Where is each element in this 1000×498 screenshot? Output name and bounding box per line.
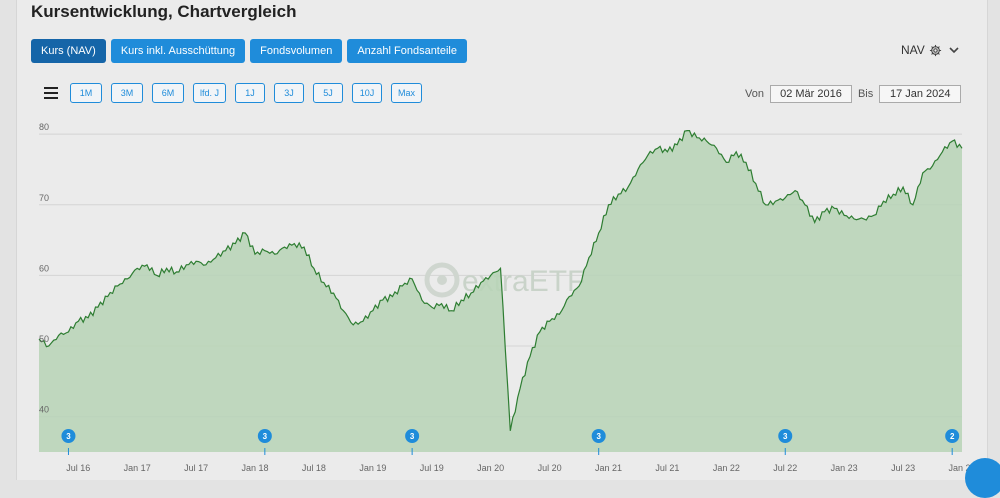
range-3m[interactable]: 3M (111, 83, 143, 103)
x-tick-label: Jul 22 (773, 463, 797, 473)
x-tick-label: Jan 18 (242, 463, 269, 473)
x-tick-label: Jul 17 (184, 463, 208, 473)
x-tick-label: Jul 20 (538, 463, 562, 473)
y-tick-label: 70 (39, 193, 49, 203)
x-tick-label: Jan 17 (124, 463, 151, 473)
y-tick-label: 50 (39, 334, 49, 344)
event-flag-label: 3 (410, 432, 415, 441)
page-title: Kursentwicklung, Chartvergleich (31, 2, 297, 21)
y-tick-label: 40 (39, 405, 49, 415)
series-select[interactable]: NAV (901, 43, 962, 57)
x-tick-label: Jul 23 (891, 463, 915, 473)
from-label: Von (745, 88, 764, 100)
event-flag-label: 2 (950, 432, 955, 441)
x-tick-label: Jul 21 (655, 463, 679, 473)
x-tick-label: Jan 24 (948, 463, 975, 473)
nav-area (39, 130, 962, 452)
chart-tabs: Kurs (NAV) Kurs inkl. Ausschüttung Fonds… (31, 39, 467, 63)
event-flags: 3 3 3 3 3 2 (61, 429, 960, 455)
x-axis: Jul 16 Jan 17 Jul 17 Jan 18 Jul 18 Jan 19 Jul … (66, 463, 975, 473)
event-flag-label: 3 (66, 432, 71, 441)
range-1m[interactable]: 1M (70, 83, 102, 103)
range-lfd-j[interactable]: lfd. J (193, 83, 227, 103)
y-axis: 40 50 60 70 80 (39, 122, 49, 415)
x-tick-label: Jan 20 (477, 463, 504, 473)
tab-fondsvolumen[interactable]: Fondsvolumen (250, 39, 343, 63)
event-flag-label: 3 (596, 432, 601, 441)
x-tick-label: Jan 22 (713, 463, 740, 473)
gear-icon[interactable] (929, 44, 942, 57)
event-flag-marker (945, 429, 960, 443)
range-10j[interactable]: 10J (352, 83, 383, 103)
x-tick-label: Jul 16 (66, 463, 90, 473)
event-flag-marker (405, 429, 420, 443)
menu-icon[interactable] (44, 86, 58, 100)
nav-line (38, 130, 963, 431)
range-1j[interactable]: 1J (235, 83, 266, 103)
x-tick-label: Jan 21 (595, 463, 622, 473)
event-flag-marker (257, 429, 272, 443)
tab-kurs-nav[interactable]: Kurs (NAV) (31, 39, 106, 63)
chevron-down-icon[interactable] (946, 44, 962, 56)
event-flag-label: 3 (263, 432, 268, 441)
watermark-logo: extraETF (424, 262, 585, 298)
to-label: Bis (857, 88, 874, 100)
range-selector: 1M 3M 6M lfd. J 1J 3J 5J 10J Max (70, 83, 423, 103)
event-flag-marker (61, 429, 76, 443)
range-6m[interactable]: 6M (152, 83, 184, 103)
x-tick-label: Jul 19 (420, 463, 444, 473)
chat-button[interactable] (965, 458, 1000, 498)
range-3j[interactable]: 3J (274, 83, 305, 103)
x-tick-label: Jan 19 (359, 463, 386, 473)
tab-anzahl-fondsanteile[interactable]: Anzahl Fondsanteile (347, 39, 467, 63)
from-date-input[interactable] (769, 85, 852, 103)
price-chart[interactable]: extraETF 40 50 60 70 80 Jul 16 Jan 17 Jul 17 Ja… (17, 110, 987, 480)
event-flag-marker (591, 429, 606, 443)
event-flag-marker (778, 429, 793, 443)
to-date-input[interactable] (879, 85, 962, 103)
x-tick-label: Jan 23 (831, 463, 858, 473)
y-tick-label: 60 (39, 263, 49, 273)
x-tick-label: Jul 18 (302, 463, 326, 473)
chart-card: Kursentwicklung, Chartvergleich Kurs (NA… (16, 0, 988, 480)
range-5j[interactable]: 5J (313, 83, 344, 103)
event-flag-label: 3 (783, 432, 788, 441)
y-tick-label: 80 (39, 122, 49, 132)
tab-kurs-inkl-ausschuettung[interactable]: Kurs inkl. Ausschüttung (110, 39, 246, 63)
date-range: Von Bis (745, 85, 962, 103)
range-max[interactable]: Max (391, 83, 423, 103)
series-select-label: NAV (901, 43, 925, 57)
